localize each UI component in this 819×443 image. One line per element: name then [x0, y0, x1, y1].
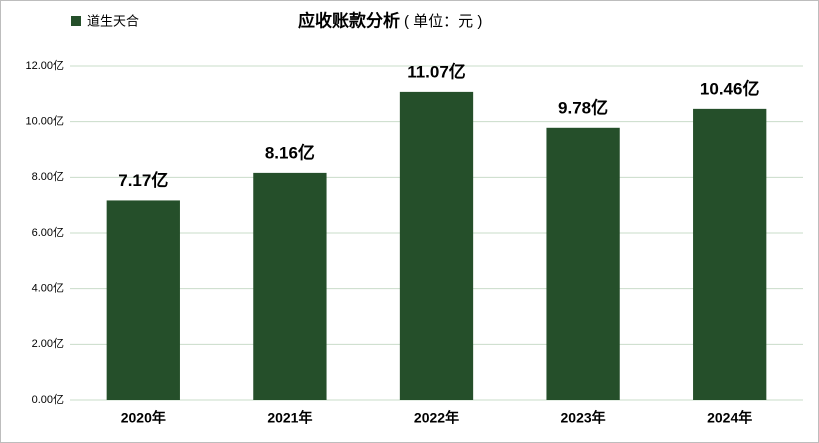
x-tick-label: 2022年	[414, 410, 459, 426]
x-tick-label: 2024年	[707, 410, 752, 426]
bar	[253, 172, 327, 400]
x-tick-label: 2021年	[267, 410, 312, 426]
y-tick-label: 0.00亿	[32, 393, 64, 406]
y-tick-label: 12.00亿	[25, 59, 64, 72]
y-tick-label: 8.00亿	[32, 170, 64, 183]
y-tick-label: 10.00亿	[25, 115, 64, 128]
data-label: 8.16亿	[265, 142, 315, 162]
chart-title: 应收账款分析	[298, 10, 400, 30]
x-tick-label: 2020年	[121, 410, 166, 426]
y-tick-label: 2.00亿	[32, 337, 64, 350]
bar	[546, 127, 620, 400]
bar	[693, 108, 767, 400]
bar	[106, 200, 180, 400]
data-label: 7.17亿	[118, 170, 168, 190]
x-tick-label: 2023年	[561, 410, 606, 426]
data-label: 10.46亿	[700, 78, 760, 98]
data-label: 11.07亿	[407, 61, 466, 81]
legend-label: 道生天合	[87, 13, 139, 28]
data-label: 9.78亿	[558, 97, 608, 117]
legend-swatch	[71, 16, 81, 26]
chart-subtitle: ( 单位：元 )	[404, 13, 482, 30]
y-tick-label: 4.00亿	[32, 282, 64, 295]
bar	[399, 91, 474, 400]
y-tick-label: 6.00亿	[32, 226, 64, 239]
